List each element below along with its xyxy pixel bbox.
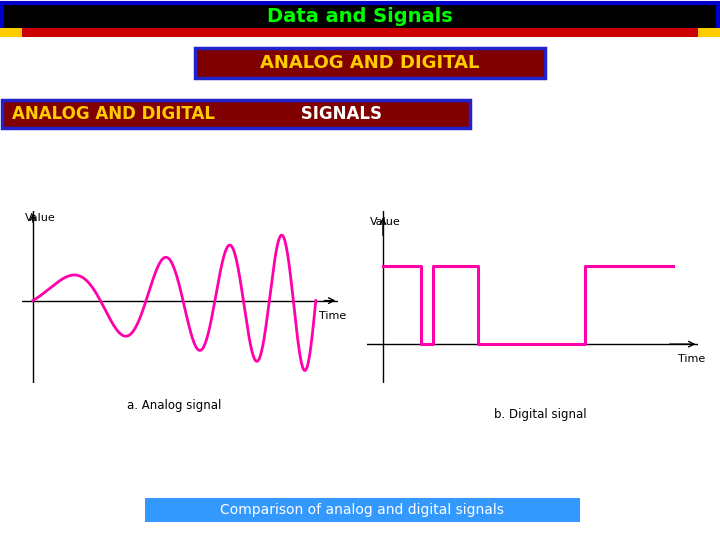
- FancyBboxPatch shape: [2, 100, 470, 128]
- Text: ANALOG AND DIGITAL: ANALOG AND DIGITAL: [12, 105, 215, 123]
- Text: Value: Value: [24, 213, 55, 223]
- Text: ANALOG AND DIGITAL: ANALOG AND DIGITAL: [261, 54, 480, 72]
- FancyBboxPatch shape: [2, 3, 718, 30]
- Text: Data and Signals: Data and Signals: [267, 6, 453, 25]
- Text: Value: Value: [370, 218, 401, 227]
- Bar: [0, 28, 22, 37]
- Text: Comparison of analog and digital signals: Comparison of analog and digital signals: [220, 503, 504, 517]
- Text: SIGNALS: SIGNALS: [295, 105, 382, 123]
- Text: Time: Time: [678, 354, 706, 363]
- Text: Time: Time: [319, 312, 346, 321]
- Text: a. Analog signal: a. Analog signal: [127, 399, 222, 411]
- Bar: [0, 28, 720, 37]
- Bar: [698, 28, 720, 37]
- FancyBboxPatch shape: [195, 48, 545, 78]
- Bar: [145, 498, 580, 522]
- Text: b. Digital signal: b. Digital signal: [495, 408, 587, 421]
